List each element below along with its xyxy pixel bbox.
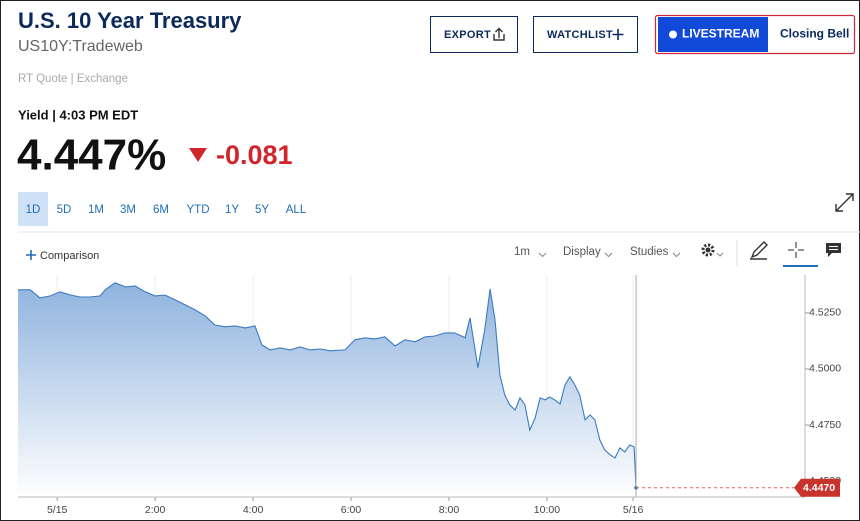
selected-tab-bg — [18, 192, 48, 226]
last-price-tag — [794, 478, 840, 497]
yield-label: Yield | 4:03 PM EDT — [18, 107, 138, 122]
x-tick-label: 8:00 — [439, 504, 460, 516]
symbol: US10Y:Tradeweb — [18, 38, 143, 55]
y-tick-label: 4.5000 — [809, 363, 841, 375]
title: U.S. 10 Year Treasury — [18, 8, 242, 33]
studies[interactable]: Studies — [630, 246, 669, 258]
interval[interactable]: 1m — [514, 246, 530, 258]
crosshair-icon[interactable] — [788, 242, 804, 258]
settings-icon[interactable] — [701, 243, 724, 257]
range-tab[interactable]: 6M — [153, 204, 169, 216]
export-icon[interactable] — [493, 27, 505, 41]
range-tab[interactable]: YTD — [187, 204, 210, 216]
range-tab[interactable]: ALL — [286, 204, 307, 216]
comparison[interactable]: Comparison — [40, 250, 99, 262]
draw-icon[interactable] — [750, 241, 768, 260]
y-tick-label: 4.4750 — [809, 419, 841, 431]
price-line — [18, 282, 637, 488]
livestream-button[interactable]: LIVESTREAM Closing Bell — [654, 14, 856, 55]
range-tabs: 1D 5D 1M 3M 6M YTD 1Y 5Y ALL — [26, 204, 307, 216]
range-tab[interactable]: 1M — [88, 204, 104, 216]
range-tab[interactable]: 5D — [57, 204, 72, 216]
x-tick-label: 10:00 — [534, 504, 560, 516]
closing-bell-label[interactable]: Closing Bell — [780, 27, 849, 41]
chevron[interactable] — [672, 252, 681, 258]
display[interactable]: Display — [563, 246, 601, 258]
quote-source: RT Quote | Exchange — [18, 73, 128, 85]
x-tick-label: 5/16 — [623, 504, 644, 516]
export-label[interactable]: EXPORT — [444, 29, 491, 41]
watchlist-button[interactable]: WATCHLIST — [533, 16, 638, 53]
live-dot — [669, 30, 677, 39]
change: -0.081 — [216, 140, 293, 170]
range-tab[interactable]: 1D — [26, 204, 41, 216]
x-tick-label: 6:00 — [341, 504, 362, 516]
range-tab[interactable]: 1Y — [225, 204, 239, 216]
chevron[interactable] — [538, 252, 547, 258]
comparison-plus[interactable] — [26, 250, 36, 260]
down-arrow — [189, 148, 207, 162]
last-price-label: 4.4470 — [803, 482, 835, 494]
expand-icon[interactable] — [835, 193, 854, 212]
area-fill — [18, 282, 636, 497]
x-tick-label: 4:00 — [243, 504, 264, 516]
y-tick-label: 4.5250 — [809, 307, 841, 319]
chart: 5/152:004:006:008:0010:005/164.45004.475… — [18, 275, 841, 516]
plus-icon[interactable] — [612, 29, 624, 40]
range-tab[interactable]: 3M — [120, 204, 136, 216]
range-tab[interactable]: 5Y — [255, 204, 269, 216]
comment-lines — [829, 246, 838, 250]
x-tick-label: 5/15 — [47, 504, 68, 516]
export-button[interactable]: EXPORT — [430, 16, 518, 53]
x-tick-label: 2:00 — [145, 504, 166, 516]
chevron[interactable] — [604, 252, 613, 258]
livestream-label[interactable]: LIVESTREAM — [682, 27, 759, 41]
price: 4.447% — [17, 131, 166, 180]
watchlist-label[interactable]: WATCHLIST — [547, 29, 613, 41]
